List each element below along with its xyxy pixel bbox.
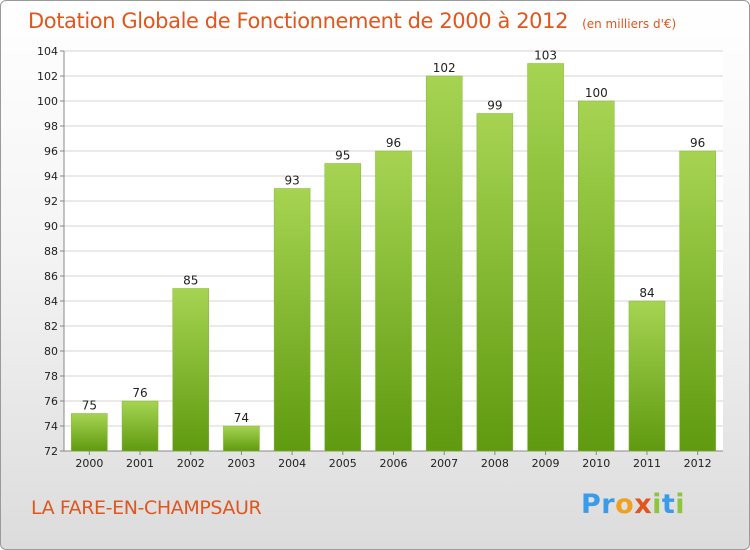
y-tick-label: 104 — [37, 45, 58, 58]
x-tick-label-2012: 2012 — [684, 457, 712, 470]
bar-2002 — [172, 288, 209, 452]
logo-letter: i — [652, 489, 662, 520]
y-tick-label: 88 — [44, 245, 58, 258]
y-tick-label: 90 — [44, 220, 58, 233]
value-label-2007: 102 — [433, 61, 456, 75]
y-tick-label: 94 — [44, 170, 58, 183]
x-tick-label-2009: 2009 — [532, 457, 560, 470]
y-tick-label: 76 — [44, 395, 58, 408]
y-tick-label: 86 — [44, 270, 58, 283]
y-tick-label: 74 — [44, 420, 58, 433]
bar-2004 — [273, 188, 311, 452]
value-label-2006: 96 — [386, 136, 401, 150]
bar-2007 — [425, 75, 463, 452]
value-label-2004: 93 — [284, 174, 299, 188]
bar-2001 — [121, 400, 159, 452]
x-tick-label-2008: 2008 — [481, 457, 509, 470]
x-tick-label-2011: 2011 — [633, 457, 661, 470]
bar-2010 — [578, 100, 615, 452]
x-tick-label-2010: 2010 — [582, 457, 610, 470]
value-label-2010: 100 — [585, 86, 608, 100]
y-tick-label: 92 — [44, 195, 58, 208]
logo-letter: i — [675, 489, 686, 520]
y-tick-label: 98 — [44, 120, 58, 133]
bar-2012 — [679, 150, 716, 452]
value-label-2009: 103 — [534, 49, 557, 63]
bar-2011 — [628, 300, 666, 452]
logo-letter: o — [615, 489, 635, 520]
value-label-2012: 96 — [690, 136, 705, 150]
y-tick-label: 82 — [44, 320, 58, 333]
x-tick-label-2000: 2000 — [75, 457, 103, 470]
proxiti-logo: Proxiti — [581, 489, 685, 520]
bar-2003 — [223, 425, 260, 452]
chart-title: Dotation Globale de Fonctionnement de 20… — [28, 9, 677, 33]
value-label-2001: 76 — [132, 386, 147, 400]
x-tick-label-2003: 2003 — [227, 457, 255, 470]
value-label-2003: 74 — [234, 411, 249, 425]
y-tick-label: 84 — [44, 295, 58, 308]
x-tick-label-2006: 2006 — [380, 457, 408, 470]
x-tick-label-2007: 2007 — [430, 457, 458, 470]
y-tick-label: 80 — [44, 345, 58, 358]
place-name: LA FARE-EN-CHAMPSAUR — [31, 497, 262, 519]
value-label-2011: 84 — [639, 286, 654, 300]
bar-2006 — [375, 150, 412, 452]
logo-letter: P — [581, 489, 602, 520]
bar-2008 — [476, 113, 514, 452]
bar-2009 — [527, 63, 564, 452]
y-tick-label: 78 — [44, 370, 58, 383]
y-tick-label: 72 — [44, 445, 58, 458]
logo-letter: t — [661, 489, 676, 520]
value-label-2008: 99 — [487, 99, 502, 113]
x-tick-label-2001: 2001 — [126, 457, 154, 470]
bar-2000 — [71, 413, 108, 452]
y-tick-label: 102 — [37, 70, 58, 83]
value-label-2005: 95 — [335, 149, 350, 163]
value-label-2002: 85 — [183, 274, 198, 288]
value-label-2000: 75 — [82, 399, 97, 413]
bar-2005 — [324, 163, 362, 452]
y-tick-label: 100 — [37, 95, 58, 108]
x-tick-label-2005: 2005 — [329, 457, 357, 470]
x-tick-label-2004: 2004 — [278, 457, 306, 470]
logo-letter: r — [601, 489, 616, 520]
y-tick-label: 96 — [44, 145, 58, 158]
x-tick-label-2002: 2002 — [177, 457, 205, 470]
logo-letter: x — [634, 489, 653, 520]
chart-subtitle: (en milliers d'€) — [582, 17, 677, 31]
